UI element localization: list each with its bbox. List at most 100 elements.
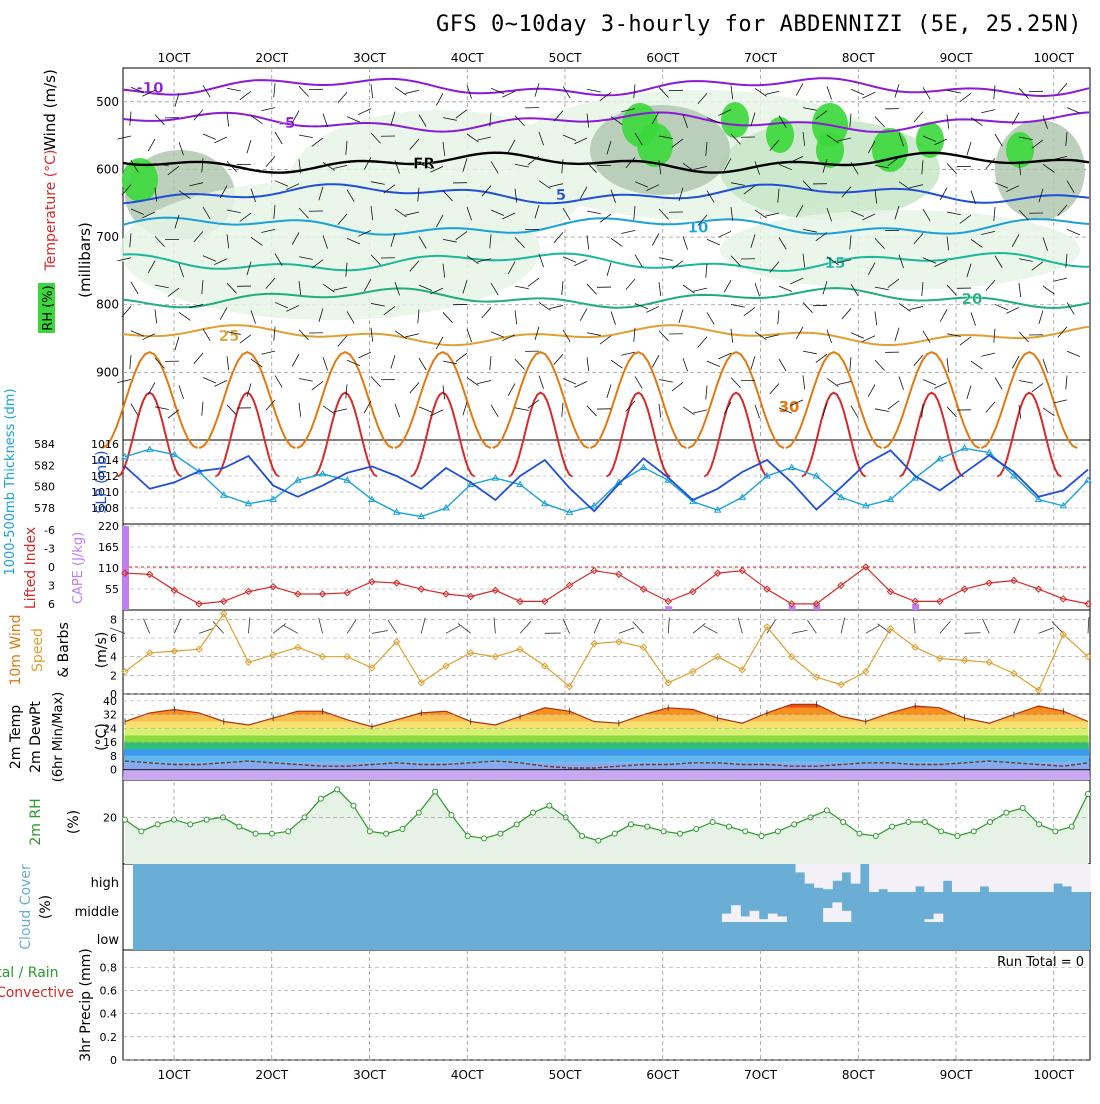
cloud-mid-gap bbox=[823, 908, 833, 922]
wind-barb bbox=[549, 305, 563, 308]
wind-barb bbox=[299, 135, 313, 138]
wind-barb bbox=[611, 311, 616, 324]
rh-shade bbox=[995, 120, 1085, 220]
precip-tick-label: 0.4 bbox=[100, 1008, 118, 1021]
rh2m-marker bbox=[318, 796, 323, 801]
panel-frame-wind bbox=[123, 610, 1090, 694]
wind-barb bbox=[971, 312, 976, 325]
cloud-mid-gap bbox=[768, 914, 778, 922]
cloud-mid-gap bbox=[731, 905, 741, 922]
wind-barb-10m bbox=[494, 617, 495, 633]
wind-barb bbox=[155, 358, 165, 368]
ylabel-2m-rh: 2m RH bbox=[28, 798, 44, 845]
wind-barb-10m bbox=[693, 623, 705, 633]
wind-barb bbox=[1067, 108, 1080, 113]
wind-barb bbox=[635, 255, 642, 267]
wind-barb bbox=[587, 211, 601, 214]
rh2m-marker bbox=[1004, 810, 1009, 815]
wind-barb bbox=[672, 382, 683, 390]
rh2m-marker bbox=[465, 834, 470, 839]
wind-barb bbox=[587, 284, 597, 294]
li-tick-label: 0 bbox=[48, 561, 55, 574]
rh2m-marker bbox=[400, 827, 405, 832]
wind-barb bbox=[837, 381, 851, 384]
wind-barb bbox=[247, 140, 251, 153]
isotherm-30 bbox=[590, 352, 686, 448]
rh2m-marker bbox=[841, 820, 846, 825]
cloud-high-gap bbox=[832, 864, 842, 881]
cloud-high-gap bbox=[924, 864, 934, 892]
wind-barb bbox=[515, 408, 529, 411]
wind-barb bbox=[1066, 375, 1067, 389]
wind-barb-10m bbox=[738, 618, 742, 633]
cloud-high-gap bbox=[1072, 864, 1082, 892]
wind-barb bbox=[275, 132, 282, 144]
wind-barb-10m bbox=[372, 631, 388, 634]
wind-barb bbox=[1058, 83, 1067, 94]
x-tick-label-top: 1OCT bbox=[158, 51, 191, 65]
wind-barb bbox=[155, 407, 169, 410]
wind-barb bbox=[995, 377, 1002, 389]
rh2m-fill bbox=[125, 789, 1088, 864]
wind-barb bbox=[405, 90, 419, 93]
cloud-high-gap bbox=[1062, 864, 1072, 886]
wind-barb bbox=[202, 402, 203, 416]
isotherm-label: 5 bbox=[556, 186, 566, 204]
rh2m-marker bbox=[857, 831, 862, 836]
precip-tick-label: 0.6 bbox=[100, 985, 118, 998]
x-tick-label-bottom: 4OCT bbox=[451, 1068, 484, 1082]
wind-barb bbox=[947, 163, 957, 173]
wind-barb-10m bbox=[619, 628, 634, 633]
ylabel-degc: (°C) bbox=[94, 723, 110, 751]
temp-tick-label: 40 bbox=[103, 695, 117, 708]
wind-barb bbox=[683, 236, 688, 249]
wind-barb bbox=[646, 306, 659, 312]
cape-bar bbox=[665, 606, 672, 610]
temp-band bbox=[123, 763, 1090, 770]
run-total-label: Run Total = 0 bbox=[997, 955, 1084, 970]
temp-tick-label: 8 bbox=[110, 750, 117, 763]
wind-barb bbox=[539, 375, 544, 388]
rh2m-marker bbox=[792, 822, 797, 827]
wind-barb bbox=[683, 407, 694, 415]
temp-band bbox=[123, 749, 1090, 756]
wind-barb bbox=[323, 406, 334, 414]
wind-barb bbox=[214, 137, 227, 143]
cloud-level-label-high: high bbox=[91, 876, 119, 891]
wind-barb bbox=[467, 377, 478, 385]
temp-band bbox=[123, 715, 1090, 722]
cloud-high-gap bbox=[943, 864, 953, 881]
li-line bbox=[125, 567, 1088, 604]
wind-barb bbox=[868, 384, 875, 396]
wind-barb bbox=[203, 377, 216, 382]
slp-tick-label: 1016 bbox=[91, 438, 119, 451]
wind-barb bbox=[148, 139, 155, 151]
rh2m-marker bbox=[661, 829, 666, 834]
wind-barb-10m bbox=[284, 626, 298, 634]
x-tick-label-top: 3OCT bbox=[353, 51, 386, 65]
wind-barb bbox=[535, 83, 539, 96]
wind-barb bbox=[131, 282, 138, 294]
wind-barb bbox=[693, 288, 707, 291]
wind-barb bbox=[731, 329, 733, 343]
cloud-high-gap bbox=[1007, 864, 1017, 892]
ylabel-cloud-cover: Cloud Cover bbox=[18, 864, 34, 950]
wind-barb bbox=[679, 309, 683, 322]
cloud-high-gap bbox=[1053, 864, 1063, 884]
isotherm-label: 25 bbox=[219, 327, 240, 345]
wind-barb bbox=[698, 337, 707, 348]
cloud-mid-gap bbox=[934, 914, 944, 922]
x-tick-label-top: 9OCT bbox=[940, 51, 973, 65]
wind-barb bbox=[683, 285, 694, 293]
isotherm-35 bbox=[313, 393, 377, 477]
wind-barb bbox=[1019, 283, 1021, 297]
wind-barb bbox=[554, 354, 563, 365]
cape-tick-label: 165 bbox=[98, 541, 119, 554]
cape-tick-label: 110 bbox=[98, 562, 119, 575]
cloud-high-gap bbox=[1044, 864, 1054, 892]
wind-barb bbox=[659, 379, 673, 382]
cloud-high-gap bbox=[878, 864, 888, 889]
x-tick-label-top: 5OCT bbox=[549, 51, 582, 65]
x-tick-label-bottom: 3OCT bbox=[353, 1068, 386, 1082]
wind-barb bbox=[751, 356, 755, 369]
